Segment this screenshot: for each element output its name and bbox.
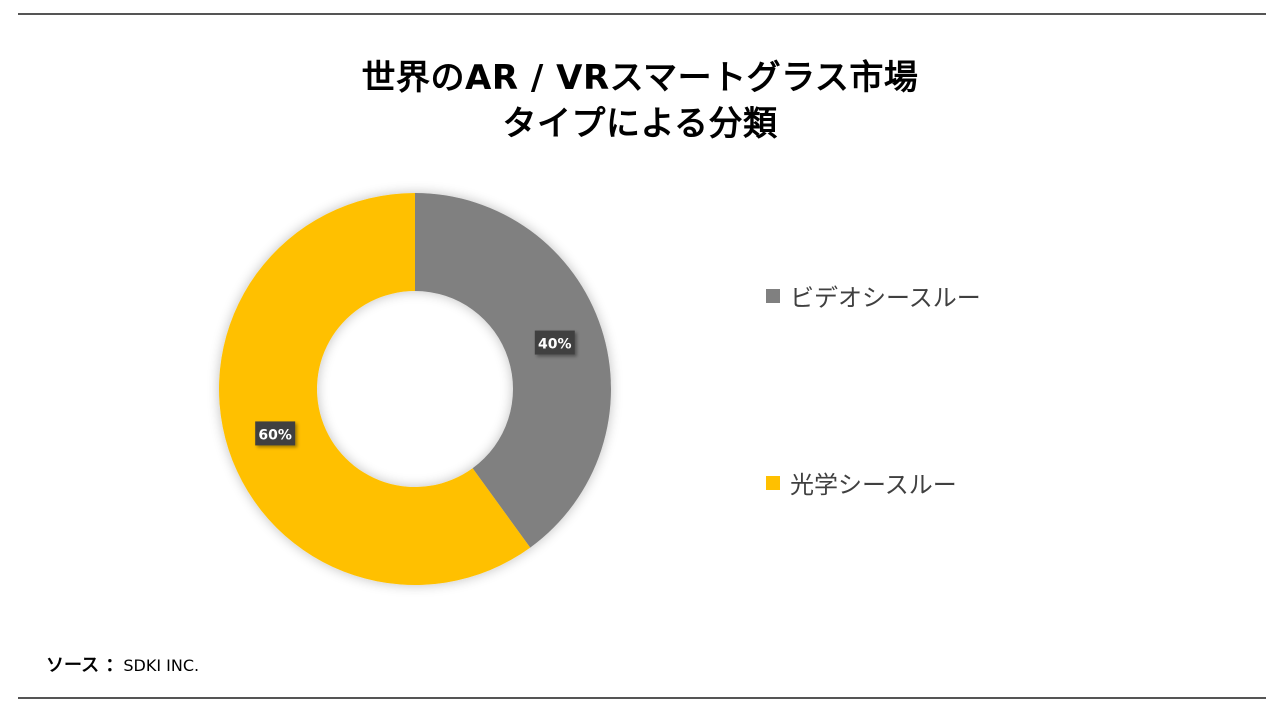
bottom-rule xyxy=(18,697,1266,699)
source-value: SDKI INC. xyxy=(123,656,200,675)
data-label-1: 60% xyxy=(255,421,296,446)
data-label-0: 40% xyxy=(534,330,575,355)
source-label: ソース ： xyxy=(46,655,124,676)
chart-title-line1: 世界のAR / VRスマートグラス市場 xyxy=(361,58,919,98)
slice-optical-see-through xyxy=(218,193,531,585)
legend-item-video-see-through: ビデオシースルー xyxy=(766,278,981,313)
data-label-box xyxy=(255,421,296,446)
data-label-box xyxy=(534,330,575,355)
chart-title-line2: タイプによる分類 xyxy=(502,104,778,144)
data-label-text: 60% xyxy=(258,427,292,443)
source-note: ソース ：SDKI INC. xyxy=(46,651,199,677)
legend-swatch-optical xyxy=(766,475,780,490)
top-rule xyxy=(18,13,1266,15)
slice-video-see-through xyxy=(415,193,611,548)
legend-swatch-video xyxy=(766,288,780,303)
legend-item-optical-see-through: 光学シースルー xyxy=(766,465,957,500)
legend-label-optical: 光学シースルー xyxy=(790,471,957,499)
data-label-text: 40% xyxy=(538,337,572,353)
legend-label-video: ビデオシースルー xyxy=(790,284,981,312)
